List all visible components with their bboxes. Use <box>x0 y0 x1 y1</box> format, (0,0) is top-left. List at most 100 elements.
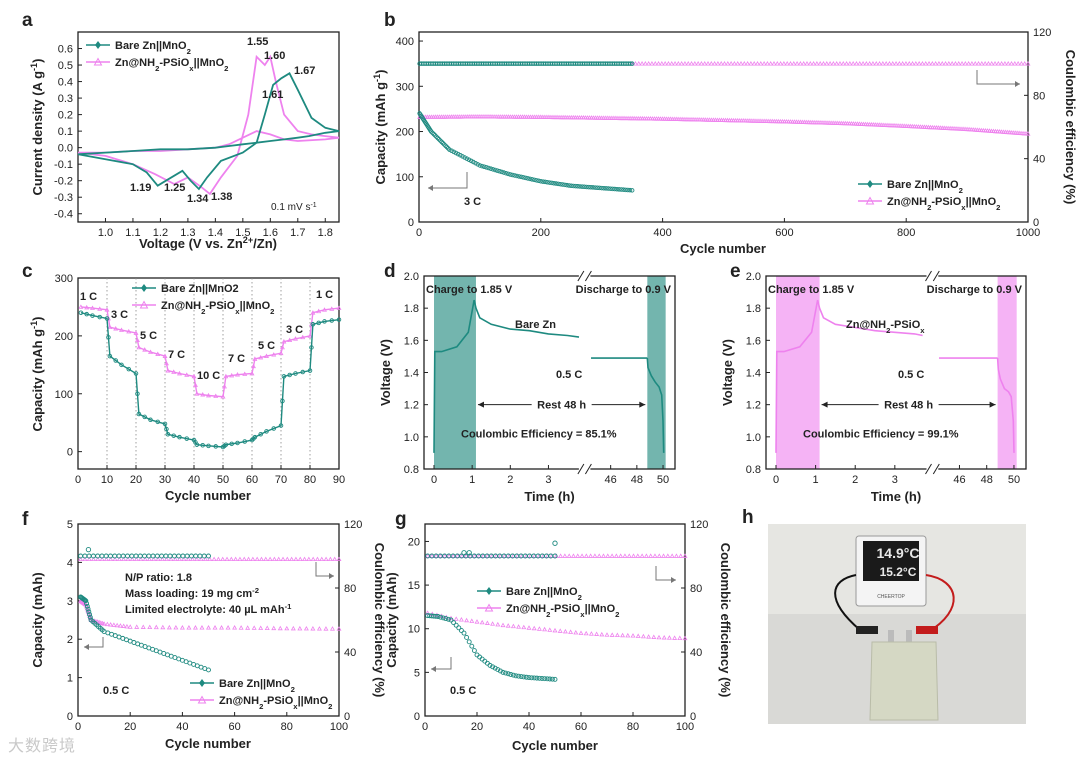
capacity-point-bare <box>87 614 93 620</box>
capacity-point-bare <box>523 175 528 181</box>
capacity-point-bare <box>460 154 465 159</box>
ce-point-coated <box>900 61 906 66</box>
y-tick-label: -0.1 <box>54 159 73 171</box>
rate-point-bare <box>258 432 263 437</box>
rate-point-coated <box>107 324 113 330</box>
capacity-point-bare <box>86 609 92 615</box>
capacity-point-coated <box>578 630 584 635</box>
ce-point-coated <box>605 553 611 558</box>
capacity-point-bare <box>560 182 565 187</box>
ce-point-coated <box>943 61 949 66</box>
capacity-point-bare <box>508 672 514 677</box>
plot-frame <box>418 31 1029 223</box>
x-tick-label: 80 <box>281 721 293 733</box>
arrow-capacity-axis <box>428 172 468 189</box>
np-ratio-label: N/P ratio: 1.8 <box>125 572 192 584</box>
rate-point-bare <box>309 345 314 350</box>
y2-tick-label: 0 <box>344 711 350 723</box>
legend-label: Bare Zn||MnO2 <box>115 40 191 56</box>
rate-point-coated <box>220 394 226 399</box>
ce-point-coated <box>1005 61 1011 66</box>
ce-point-coated <box>827 61 833 66</box>
ce-point-coated <box>837 61 843 66</box>
ce-point-coated <box>237 556 243 562</box>
axis-break-mask <box>926 463 939 475</box>
ce-point-coated <box>692 61 698 66</box>
rate-point-bare <box>223 442 229 447</box>
ce-point-coated <box>788 61 793 66</box>
ce-point-coated <box>125 556 131 562</box>
capacity-point-bare <box>525 176 531 181</box>
ce-point-coated <box>1012 61 1018 66</box>
y-axis-label: Capacity (mAh) <box>384 572 399 667</box>
ce-point-coated <box>705 61 711 66</box>
capacity-point-bare <box>555 181 561 187</box>
capacity-point-bare <box>536 178 541 184</box>
ce-point-coated <box>982 61 988 66</box>
capacity-point-bare <box>625 187 631 193</box>
capacity-point-coated <box>297 625 303 631</box>
ce-point-coated <box>241 556 247 562</box>
capacity-point-bare <box>490 664 496 670</box>
y-tick-label: 400 <box>396 36 414 48</box>
capacity-point-coated <box>134 624 140 629</box>
x-tick-label: 2 <box>507 474 513 486</box>
capacity-point-bare <box>629 188 635 193</box>
ce-point-coated <box>880 61 886 66</box>
rate-point-coated <box>279 344 285 350</box>
charge-label: Charge to 1.85 V <box>768 284 855 296</box>
y-tick-label: 1.0 <box>404 432 419 444</box>
x-tick-label: 20 <box>471 721 483 733</box>
capacity-point-coated <box>458 617 464 622</box>
capacity-point-coated <box>245 625 251 630</box>
y-axis-label: Capacity (mAh) <box>30 572 45 667</box>
capacity-point-bare <box>551 180 557 186</box>
y-tick-label: 4 <box>67 557 73 569</box>
rate-point-coated <box>163 360 169 366</box>
ce-point-coated <box>558 553 564 558</box>
capacity-point-bare <box>545 180 550 185</box>
ce-point-coated <box>662 61 668 66</box>
ce-point-coated <box>271 556 277 562</box>
rate-point-coated <box>213 393 219 398</box>
ce-point-coated <box>893 61 899 66</box>
curve-label: Bare Zn <box>515 319 556 331</box>
capacity-point-bare <box>435 614 441 619</box>
ce-point-bare <box>150 553 156 559</box>
capacity-point-bare <box>601 185 607 191</box>
legend-label: Bare Zn||MnO2 <box>506 586 582 602</box>
ce-point-coated <box>679 61 685 66</box>
tab-right <box>906 630 912 644</box>
capacity-point-coated <box>625 632 631 638</box>
y-axis-label: Voltage (V) <box>720 339 735 406</box>
ce-point-coated <box>323 556 329 562</box>
y-tick-label: 0.8 <box>746 464 761 476</box>
capacity-point-bare <box>531 675 537 681</box>
rate-label: 5 C <box>258 340 275 352</box>
ce-point-coated <box>695 61 701 66</box>
ce-point-coated <box>562 553 568 558</box>
y-tick-label: 300 <box>55 273 73 285</box>
ce-point-bare <box>129 553 135 559</box>
ce-point-coated <box>844 61 850 66</box>
rate-point-coated <box>310 310 316 315</box>
capacity-point-coated <box>425 610 431 615</box>
x-tick-label: 3 <box>545 474 551 486</box>
capacity-point-bare <box>608 186 613 191</box>
capacity-point-bare <box>471 159 476 165</box>
capacity-point-bare <box>495 168 500 173</box>
ce-point-bare <box>201 553 207 559</box>
ce-point-coated <box>472 553 478 558</box>
ce-point-coated <box>246 556 252 562</box>
ce-point-coated <box>103 556 109 562</box>
capacity-point-coated <box>536 626 542 631</box>
ce-point-coated <box>890 61 896 66</box>
y2-tick-label: 120 <box>690 519 708 531</box>
rate-point-bare <box>133 371 139 376</box>
ce-point-bare <box>197 553 203 559</box>
capacity-point-coated <box>238 625 244 630</box>
capacity-point-bare <box>512 173 517 178</box>
rate-point-bare <box>97 314 102 320</box>
ce-point-coated <box>327 556 333 562</box>
rate-point-bare <box>162 421 168 427</box>
